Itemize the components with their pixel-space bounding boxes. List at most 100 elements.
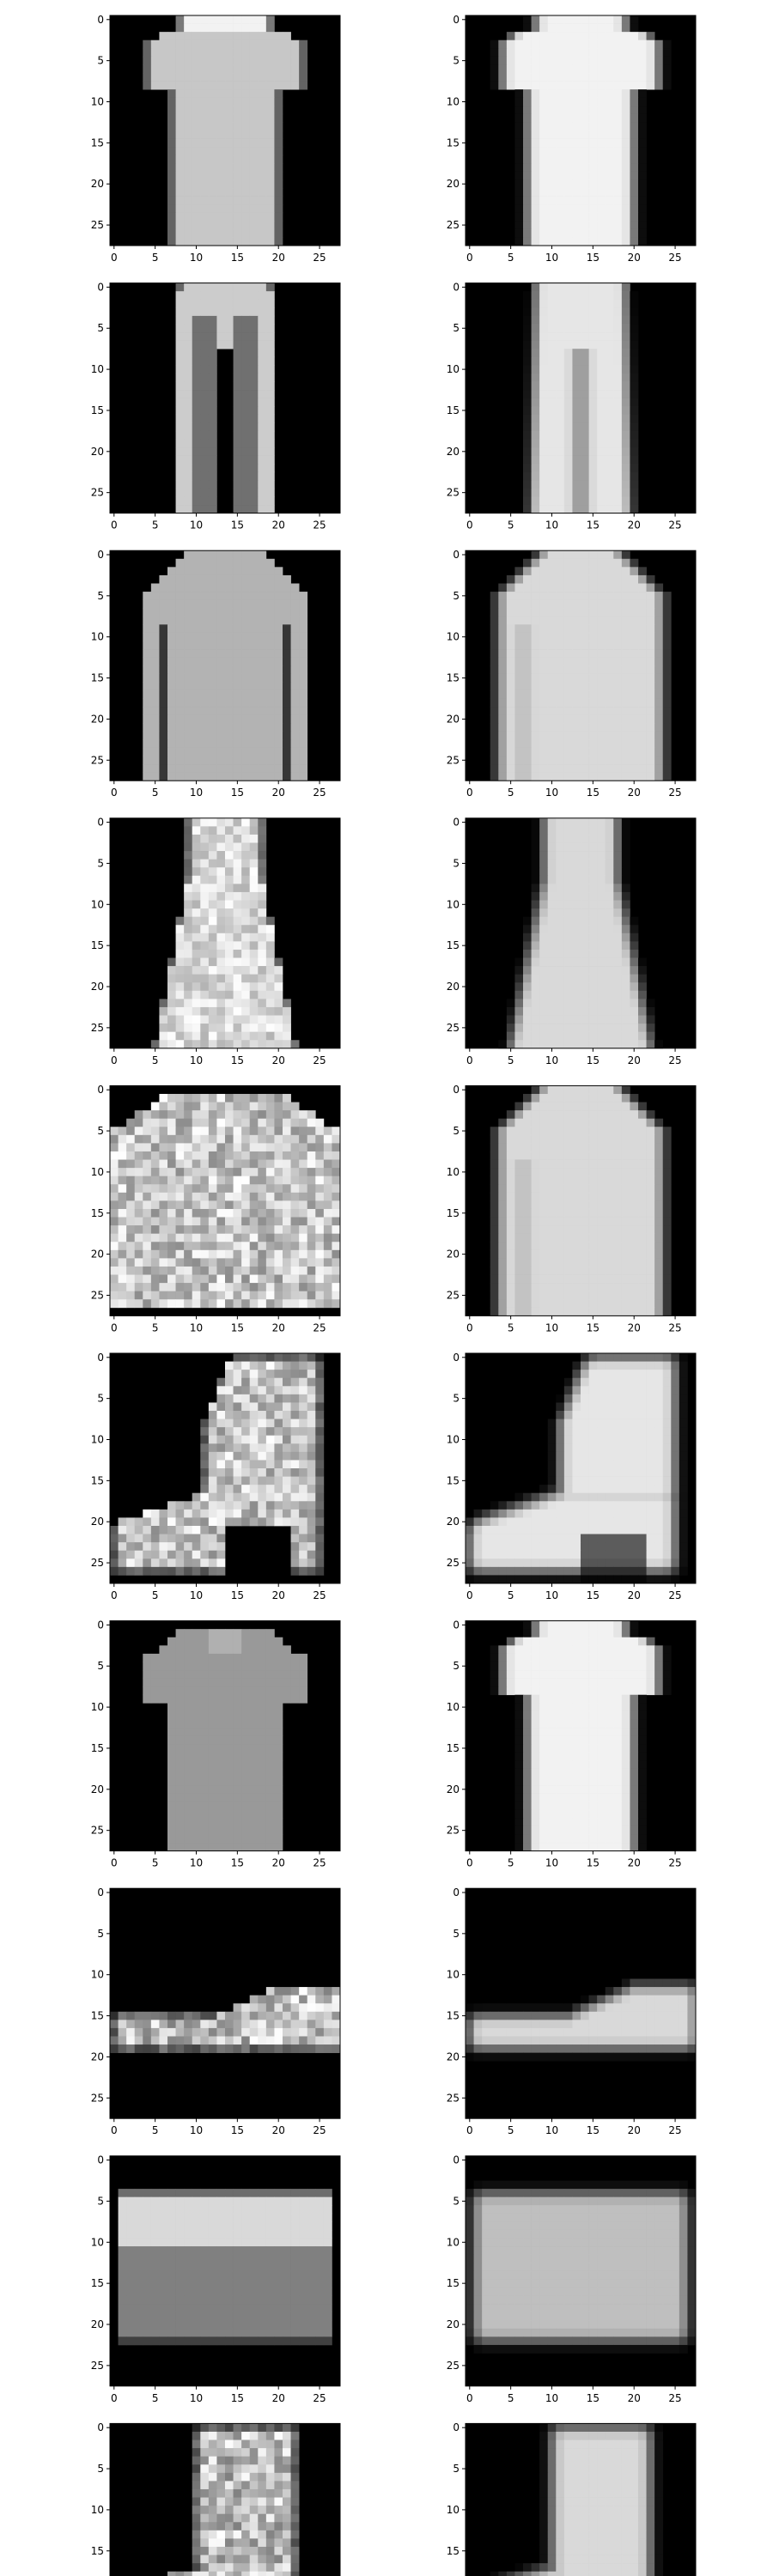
pixel [556, 1249, 565, 1259]
pixel [572, 1093, 581, 1103]
pixel [498, 649, 508, 658]
pixel [249, 138, 259, 148]
pixel [249, 817, 259, 827]
pixel [588, 349, 598, 358]
pixel [233, 39, 242, 49]
pixel [184, 1159, 193, 1169]
pixel [597, 155, 606, 164]
pixel [233, 1225, 242, 1235]
pixel [556, 390, 565, 398]
x-tick-label: 25 [313, 1321, 326, 1334]
pixel [216, 1159, 226, 1169]
pixel [216, 714, 226, 724]
pixel [143, 616, 152, 625]
pixel [556, 315, 565, 325]
pixel [265, 682, 275, 691]
pixel [249, 147, 259, 156]
pixel [159, 1242, 168, 1251]
pixel [184, 228, 193, 238]
pixel [290, 624, 300, 634]
pixel [523, 204, 532, 214]
pixel [299, 1110, 308, 1120]
pixel [241, 299, 251, 308]
pixel [621, 957, 630, 967]
pixel [597, 373, 606, 382]
pixel [556, 1134, 565, 1144]
pixel [638, 1200, 647, 1210]
pixel [265, 106, 275, 115]
pixel [539, 113, 549, 123]
pixel [556, 430, 565, 440]
pixel [323, 1233, 332, 1242]
pixel [249, 900, 259, 909]
pixel [241, 131, 251, 139]
pixel [621, 447, 630, 456]
pixel [597, 884, 606, 893]
pixel [654, 1168, 664, 1177]
pixel [118, 1134, 127, 1144]
pixel [523, 941, 532, 951]
pixel [630, 97, 639, 106]
pixel [613, 1258, 623, 1267]
pixel [184, 23, 193, 33]
pixel [208, 1031, 217, 1041]
pixel [233, 340, 242, 349]
pixel [216, 64, 226, 74]
pixel [265, 1184, 275, 1194]
pixel [249, 315, 259, 325]
pixel [167, 1217, 176, 1226]
pixel [514, 1031, 524, 1041]
pixel [225, 212, 234, 222]
pixel [241, 747, 251, 756]
pixel [638, 665, 647, 675]
pixel [167, 1249, 176, 1259]
pixel [539, 455, 549, 465]
pixel [175, 567, 185, 576]
pixel [241, 283, 251, 292]
pixel [208, 649, 217, 658]
pixel [192, 1249, 201, 1259]
pixel [200, 147, 210, 156]
axes-frame [109, 550, 341, 781]
pixel [638, 204, 647, 214]
pixel [621, 505, 630, 513]
pixel [225, 941, 234, 951]
pixel [662, 1127, 672, 1136]
pixel [249, 122, 259, 131]
pixel [143, 690, 152, 699]
pixel [118, 1274, 127, 1284]
pixel [283, 616, 291, 625]
pixel [216, 1249, 226, 1259]
pixel [274, 196, 283, 205]
pixel [299, 1134, 308, 1144]
pixel [118, 1127, 127, 1136]
pixel [490, 690, 499, 699]
pixel [539, 900, 549, 909]
pixel [597, 113, 606, 123]
pixel [249, 1233, 259, 1242]
pixel [265, 56, 275, 65]
pixel [184, 147, 193, 156]
pixel [556, 455, 565, 465]
pixel [241, 237, 251, 246]
pixel [208, 957, 217, 967]
pixel [258, 1151, 267, 1160]
x-tick-label: 15 [231, 519, 244, 532]
pixel [290, 1110, 300, 1120]
pixel [613, 974, 623, 983]
pixel [299, 707, 308, 715]
pixel [523, 1031, 532, 1041]
pixel [200, 550, 210, 560]
pixel [581, 496, 589, 506]
pixel [249, 649, 259, 658]
pixel [523, 48, 532, 58]
pixel [621, 665, 630, 675]
pixel [241, 1151, 251, 1160]
pixel [184, 723, 193, 732]
pixel [184, 999, 193, 1008]
pixel [192, 641, 201, 650]
pixel [556, 1151, 565, 1160]
pixel [192, 731, 201, 740]
pixel [265, 1102, 275, 1111]
pixel [225, 32, 234, 41]
